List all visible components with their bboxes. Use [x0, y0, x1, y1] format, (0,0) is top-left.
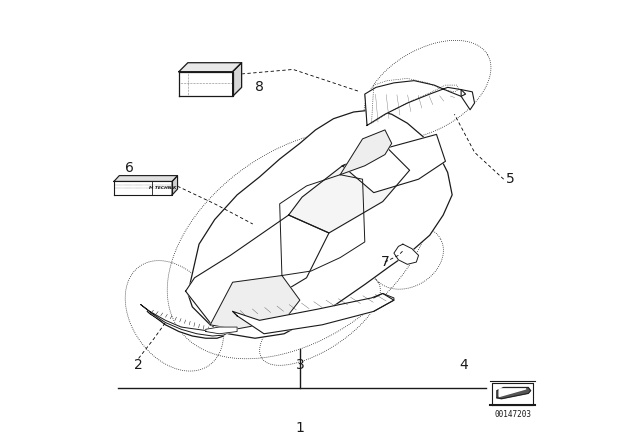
Polygon shape	[493, 383, 533, 405]
Polygon shape	[233, 63, 242, 96]
Polygon shape	[172, 176, 177, 195]
Polygon shape	[394, 244, 419, 264]
Polygon shape	[365, 81, 466, 125]
Polygon shape	[114, 181, 172, 195]
Text: 7: 7	[381, 255, 389, 269]
Polygon shape	[233, 293, 394, 334]
Polygon shape	[497, 388, 531, 399]
Polygon shape	[114, 176, 177, 181]
Text: M TECHNIK: M TECHNIK	[148, 186, 176, 190]
Text: 6: 6	[125, 161, 134, 175]
Text: 3: 3	[296, 358, 304, 372]
Polygon shape	[186, 215, 329, 332]
Polygon shape	[461, 90, 475, 110]
Polygon shape	[340, 130, 392, 175]
Polygon shape	[179, 72, 233, 96]
Text: 4: 4	[459, 358, 468, 372]
Text: 1: 1	[296, 421, 304, 435]
Polygon shape	[148, 311, 224, 338]
Polygon shape	[206, 327, 237, 334]
Polygon shape	[342, 134, 445, 193]
Text: 5: 5	[506, 172, 515, 186]
Text: 00147203: 00147203	[494, 410, 531, 419]
Text: 2: 2	[134, 358, 143, 372]
Polygon shape	[141, 305, 230, 336]
Polygon shape	[179, 63, 242, 72]
Text: 8: 8	[255, 80, 264, 95]
Polygon shape	[499, 389, 526, 396]
Polygon shape	[188, 110, 452, 338]
Polygon shape	[289, 148, 410, 233]
Polygon shape	[210, 276, 300, 329]
